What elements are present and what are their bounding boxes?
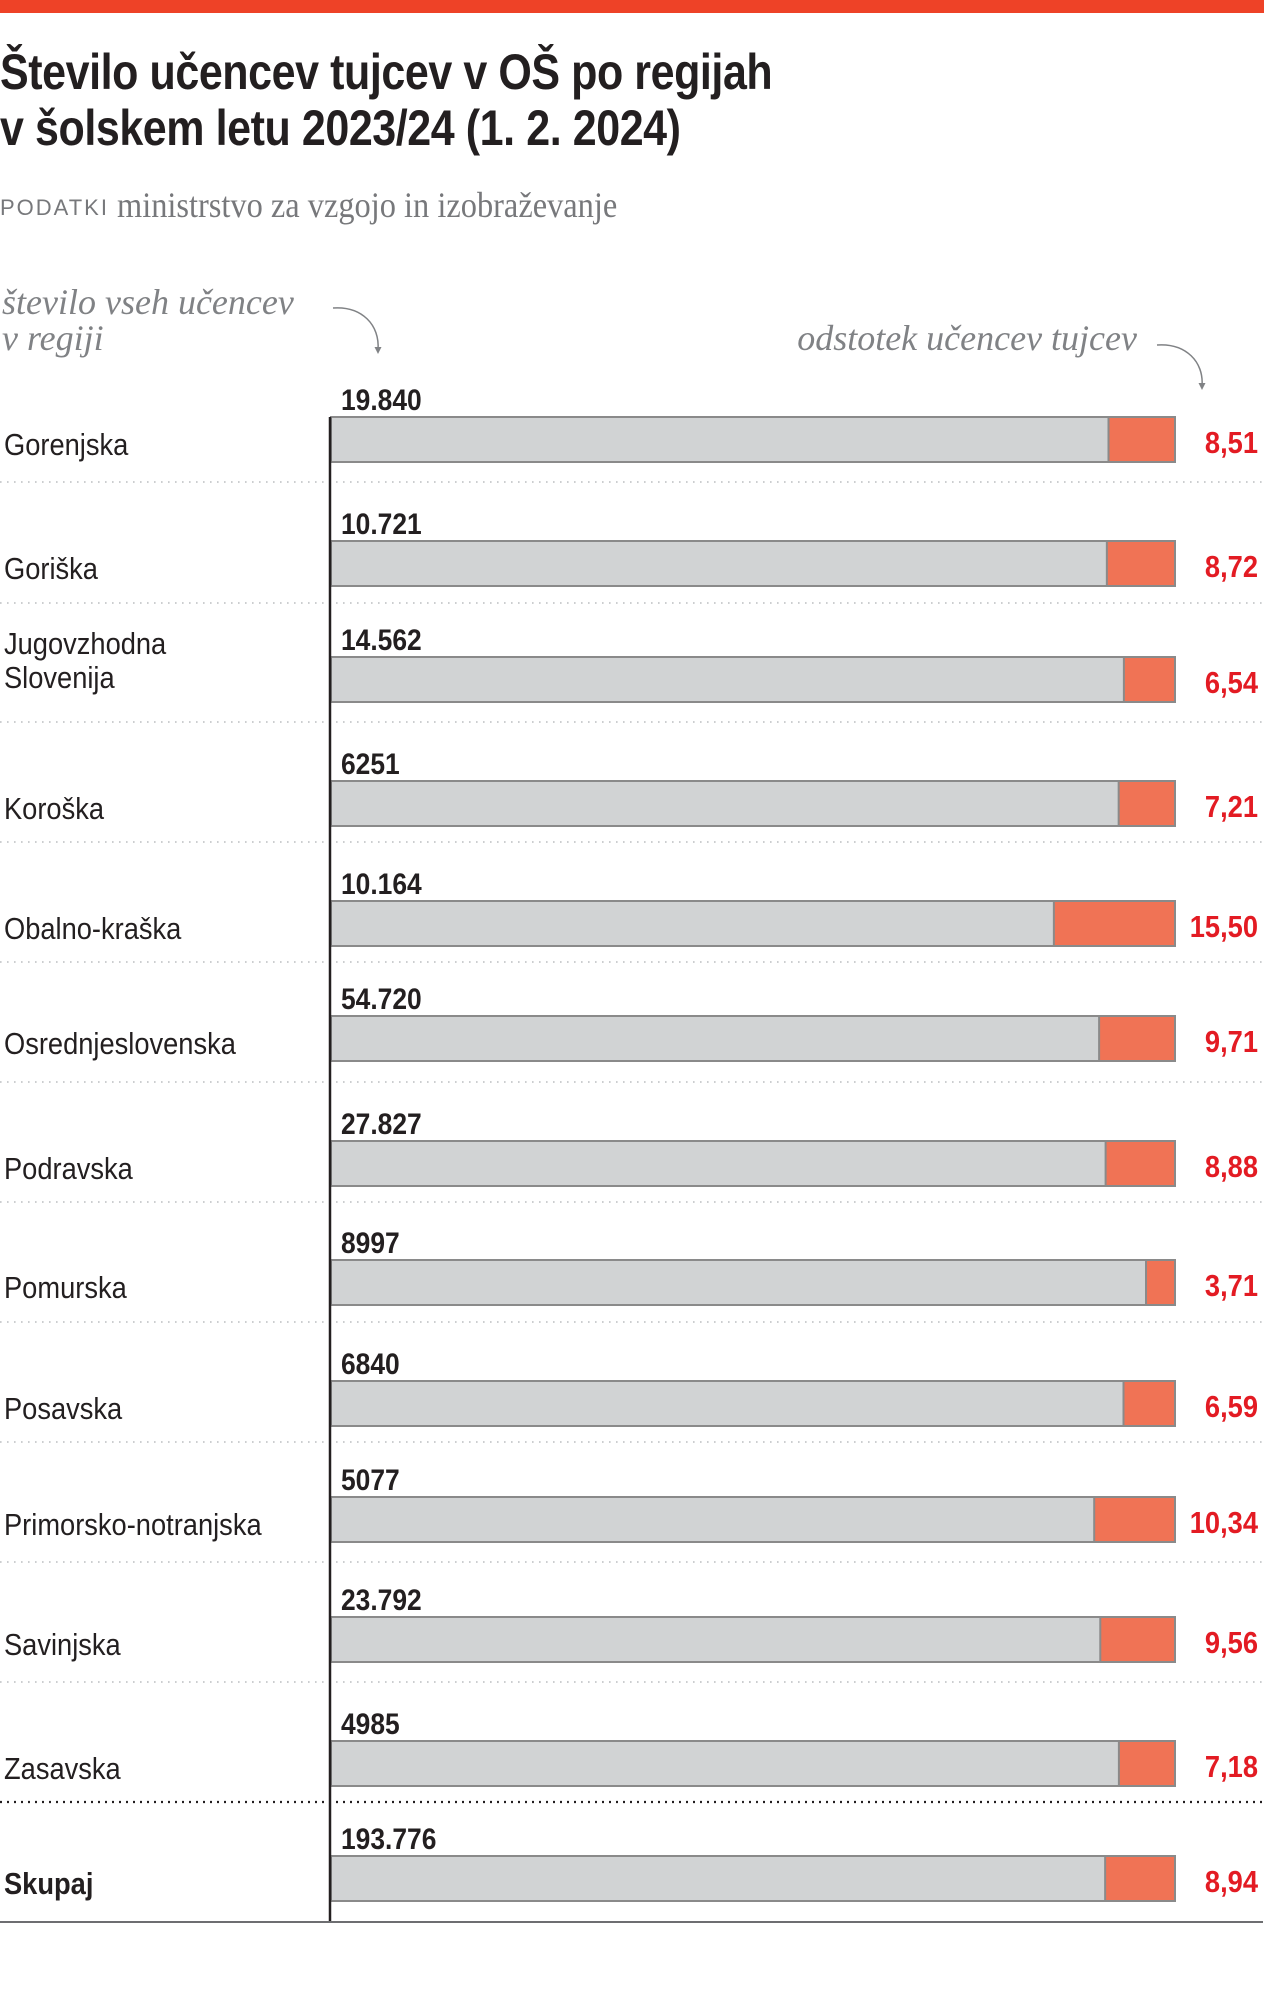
region-label-line: Slovenija — [4, 661, 115, 695]
bar-total-students — [330, 1855, 1176, 1902]
bar-foreign-share — [1122, 1380, 1176, 1427]
region-label: Zasavska — [4, 1752, 121, 1786]
source-kicker: PODATKI — [0, 195, 109, 220]
annotation-left-line-1: število vseh učencev — [2, 282, 294, 322]
bar-foreign-share — [1117, 1740, 1177, 1787]
percent-label: 8,94 — [1205, 1865, 1259, 1899]
bar-foreign-share — [1104, 1140, 1177, 1187]
bar-total-students — [330, 1380, 1176, 1427]
bar-foreign-share — [1145, 1259, 1177, 1306]
value-label: 4985 — [341, 1706, 400, 1740]
bar-total-students — [330, 540, 1176, 587]
region-label: Podravska — [4, 1152, 134, 1186]
value-label: 27.827 — [341, 1106, 422, 1140]
value-label: 10.164 — [341, 866, 422, 900]
source-text: ministrstvo za vzgojo in izobraževanje — [116, 185, 618, 225]
value-label: 14.562 — [341, 622, 422, 656]
percent-label: 8,72 — [1205, 550, 1258, 584]
bar-total-students — [330, 1616, 1176, 1663]
annotation-right-arrowhead — [1198, 383, 1206, 390]
annotation-left-arrowhead — [374, 347, 382, 354]
total-label: Skupaj — [4, 1867, 93, 1901]
annotation-left-arrow — [332, 307, 379, 351]
annotation-right-arrow — [1156, 344, 1203, 387]
percent-label: 8,88 — [1205, 1150, 1258, 1184]
bar-total-students — [330, 780, 1176, 827]
region-label: Goriška — [4, 552, 99, 586]
value-label: 19.840 — [341, 382, 422, 416]
percent-label: 8,51 — [1205, 426, 1258, 460]
region-label: Osrednjeslovenska — [4, 1027, 237, 1061]
bar-total-students — [330, 416, 1176, 463]
bar-total-students — [330, 1015, 1176, 1062]
annotation-right: odstotek učencev tujcev — [797, 318, 1137, 358]
bar-total-students — [330, 1496, 1176, 1543]
chart-title-line-2: v šolskem letu 2023/24 (1. 2. 2024) — [0, 100, 681, 156]
chart-title-line-1: Število učencev tujcev v OŠ po regijah — [0, 44, 773, 100]
percent-label: 3,71 — [1205, 1269, 1258, 1303]
percent-label: 9,71 — [1205, 1025, 1258, 1059]
percent-label: 7,18 — [1205, 1750, 1258, 1784]
region-label: Jugovzhodna Slovenija — [4, 627, 167, 695]
bar-foreign-share — [1093, 1496, 1177, 1543]
value-label: 6251 — [341, 746, 400, 780]
region-label: Pomurska — [4, 1271, 127, 1305]
bar-foreign-share — [1099, 1616, 1177, 1663]
source-line: PODATKI ministrstvo za vzgojo in izobraže… — [0, 184, 673, 226]
region-label: Primorsko-notranjska — [4, 1508, 262, 1542]
region-label: Koroška — [4, 792, 105, 826]
value-label: 10.721 — [341, 506, 422, 540]
percent-label: 6,54 — [1205, 666, 1259, 700]
value-label: 6840 — [341, 1346, 400, 1380]
percent-label: 7,21 — [1205, 790, 1258, 824]
bar-foreign-share — [1104, 1855, 1176, 1902]
value-label: 23.792 — [341, 1582, 422, 1616]
percent-label: 15,50 — [1190, 910, 1258, 944]
region-label: Gorenjska — [4, 428, 129, 462]
value-label: 5077 — [341, 1462, 400, 1496]
bar-foreign-share — [1098, 1015, 1177, 1062]
bar-total-students — [330, 1259, 1176, 1306]
bar-foreign-share — [1122, 656, 1177, 703]
percent-label: 9,56 — [1205, 1626, 1258, 1660]
region-label: Posavska — [4, 1392, 123, 1426]
bar-foreign-share — [1105, 540, 1177, 587]
bar-total-students — [330, 656, 1176, 703]
value-label: 8997 — [341, 1225, 400, 1259]
region-label-line: Jugovzhodna — [4, 627, 167, 661]
percent-label: 6,59 — [1205, 1390, 1258, 1424]
bar-foreign-share — [1107, 416, 1177, 463]
bar-total-students — [330, 900, 1176, 947]
bar-total-students — [330, 1740, 1176, 1787]
percent-label: 10,34 — [1190, 1506, 1259, 1540]
accent-bar — [0, 0, 1264, 13]
bar-total-students — [330, 1140, 1176, 1187]
annotation-left-line-2: v regiji — [2, 318, 104, 358]
bar-foreign-share — [1052, 900, 1176, 947]
region-label: Obalno-kraška — [4, 912, 182, 946]
bar-foreign-share — [1117, 780, 1176, 827]
region-label: Savinjska — [4, 1628, 121, 1662]
value-label: 54.720 — [341, 981, 422, 1015]
value-label: 193.776 — [341, 1821, 436, 1855]
